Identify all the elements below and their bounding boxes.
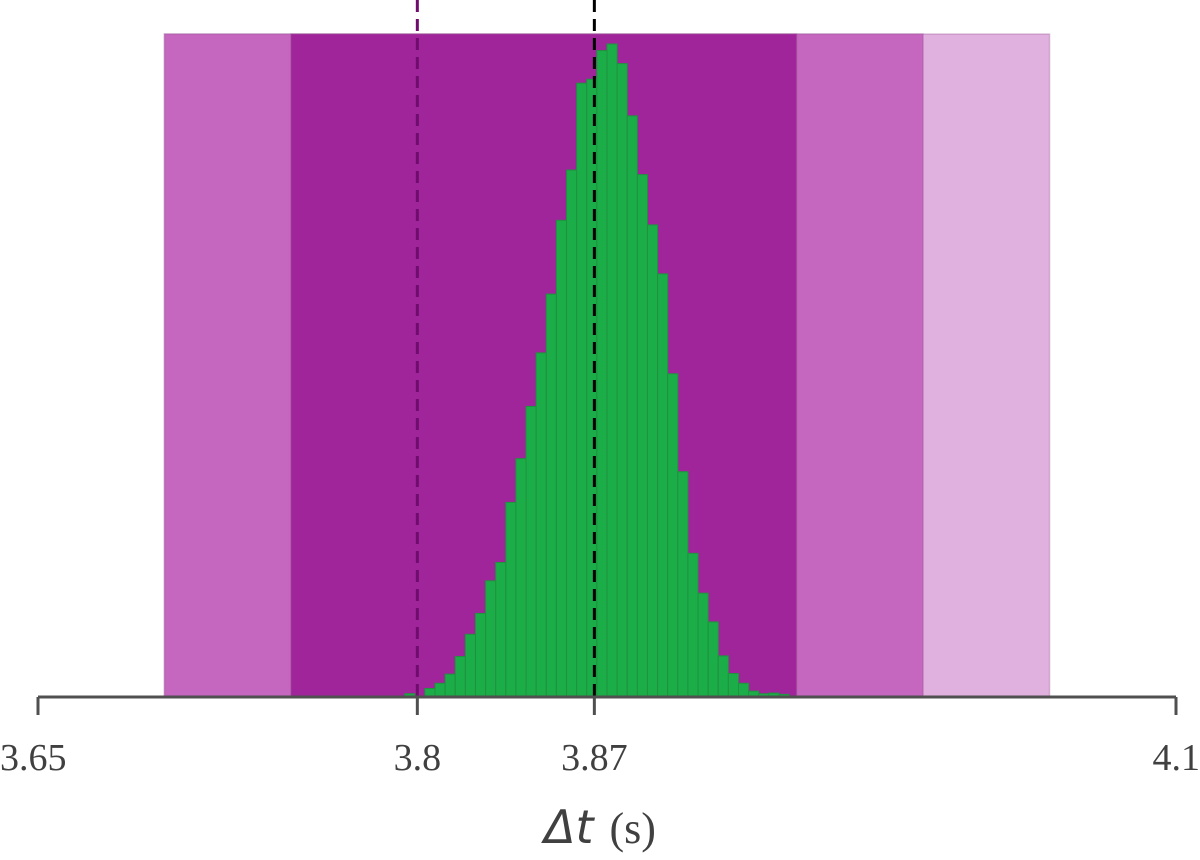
histogram-bar (525, 405, 537, 698)
histogram-bar (677, 471, 689, 698)
x-axis-symbol: Δt (541, 800, 595, 854)
histogram-bar (474, 612, 487, 698)
histogram-bar (485, 580, 497, 698)
histogram-bar (738, 682, 750, 698)
histogram-bar (434, 682, 446, 698)
x-tick-label: 3.8 (394, 737, 442, 779)
x-tick-label: 4.1 (1153, 737, 1200, 779)
histogram-bar (707, 621, 719, 698)
histogram-bar (727, 672, 740, 698)
histogram-bar (657, 273, 669, 698)
histogram-bar (596, 50, 608, 698)
x-axis: 3.65 3.8 3.87 4.1 (0, 695, 1200, 779)
histogram-bar (566, 169, 578, 698)
x-tick-label: 3.65 (0, 737, 67, 779)
x-axis-label: Δt (s) (541, 800, 656, 854)
x-tick-label: 3.87 (561, 737, 628, 779)
histogram-bar (636, 174, 648, 698)
histogram-bar (515, 458, 527, 698)
histogram-bar (535, 352, 547, 698)
x-axis-unit: (s) (610, 804, 656, 853)
histogram-bar (555, 219, 568, 698)
histogram-bar (545, 293, 557, 698)
histogram-bar (464, 633, 476, 698)
histogram-bar (697, 592, 709, 698)
histogram-bar (717, 655, 729, 698)
histogram-bar (505, 501, 517, 698)
histogram-bar (687, 552, 699, 698)
histogram-bar (444, 673, 456, 698)
histogram-bar (495, 561, 507, 698)
histogram-bar (616, 63, 628, 698)
reference-lines (415, 0, 596, 697)
histogram-bar (454, 656, 466, 698)
histogram-bar (646, 224, 659, 698)
histogram-bar (626, 115, 638, 698)
histogram-bar (576, 82, 588, 698)
histogram-bar (606, 43, 618, 698)
histogram-bar (667, 373, 679, 698)
